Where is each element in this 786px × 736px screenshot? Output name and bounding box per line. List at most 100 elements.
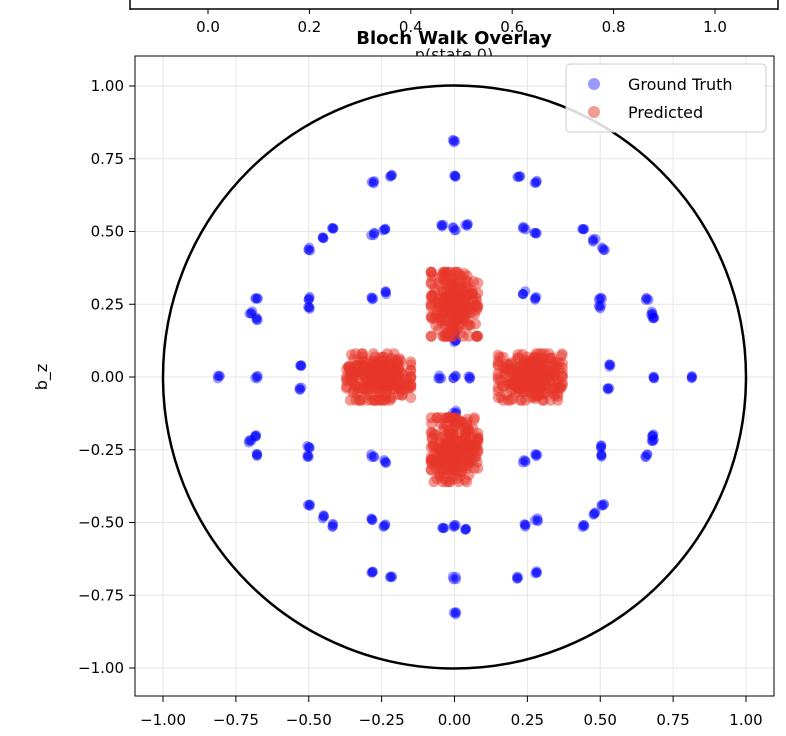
predicted-point [351,388,363,400]
ground-truth-point [648,372,659,383]
ground-truth-point [451,574,462,585]
ground-truth-point [251,315,262,326]
ground-truth-point [246,435,257,446]
ground-truth-point [588,234,599,245]
ground-truth-point [648,371,659,382]
ground-truth-point [459,524,470,535]
predicted-point [529,357,541,369]
ground-truth-point [450,571,461,582]
ground-truth-point [303,451,314,462]
ground-truth-point [318,510,329,521]
ground-truth-point [304,302,315,313]
ground-truth-point [366,452,377,463]
x-tick-label: −0.50 [286,711,332,729]
ground-truth-point [647,308,658,319]
ground-truth-point [596,500,607,511]
top-strip-tick-label: 0.4 [399,18,423,36]
ground-truth-point [604,361,615,372]
ground-truth-point [589,508,600,519]
ground-truth-point [380,458,391,469]
y-axis-label: b_z [32,364,52,391]
ground-truth-point [646,435,657,446]
ground-truth-point [252,450,263,461]
ground-truth-point [438,522,449,533]
ground-truth-point [463,371,474,382]
ground-truth-point [366,176,377,187]
ground-truth-point [251,371,262,382]
ground-truth-point [251,312,262,323]
ground-truth-point [296,382,307,393]
ground-truth-point [515,171,526,182]
ground-truth-point [603,384,614,395]
ground-truth-point [327,223,338,234]
ground-truth-point [596,451,607,462]
ground-truth-point [303,451,314,462]
ground-truth-point [250,293,261,304]
y-axis-ticks: 1.00 0.75 0.50 0.25 0.00 −0.25 −0.50 −0.75 −1.00 [78,77,135,677]
ground-truth-point [251,450,262,461]
ground-truth-point [604,359,615,370]
ground-truth-point [531,176,542,187]
ground-truth-point [647,436,658,447]
ground-truth-point [686,373,697,384]
ground-truth-point [648,434,659,445]
predicted-point [357,366,369,378]
ground-truth-point [379,521,390,532]
predicted-point [455,284,467,296]
ground-truth-point [449,170,460,181]
y-tick-label: 0.50 [91,223,124,241]
ground-truth-point [250,430,261,441]
predicted-point [458,451,470,463]
ground-truth-point [460,219,471,230]
predicted-point [442,442,454,454]
predicted-point [428,428,440,440]
ground-truth-point [448,137,459,148]
ground-truth-point [520,455,531,466]
ground-truth-point [368,177,379,188]
ground-truth-point [317,513,328,524]
top-strip-tick-label: 0.8 [602,18,626,36]
ground-truth-point [303,442,314,453]
ground-truth-point [368,293,379,304]
ground-truth-point [327,518,338,529]
legend[interactable]: Ground Truth Predicted [565,63,767,133]
ground-truth-point [519,222,530,233]
ground-truth-point [303,294,314,305]
predicted-point [370,394,382,406]
legend-ground-truth-marker [588,78,600,90]
ground-truth-point [450,519,461,530]
ground-truth-point [642,449,653,460]
ground-truth-point [317,232,328,243]
ground-truth-point [366,567,377,578]
ground-truth-point [368,178,379,189]
legend-predicted-label: Predicted [628,103,703,122]
ground-truth-point [520,224,531,235]
ground-truth-point [385,571,396,582]
predicted-point [501,389,513,401]
x-tick-label: 0.75 [656,711,689,729]
ground-truth-point [369,452,380,463]
predicted-point [460,424,472,436]
ground-truth-point [366,292,377,303]
ground-truth-point [327,521,338,532]
ground-truth-point [596,450,607,461]
ground-truth-point [599,244,610,255]
ground-truth-point [578,520,589,531]
predicted-point [395,355,407,367]
ground-truth-point [438,523,449,534]
ground-truth-point [252,293,263,304]
predicted-point [384,362,396,374]
ground-truth-point [367,567,378,578]
predicted-point [550,360,562,372]
ground-truth-point [593,294,604,305]
ground-truth-point [252,314,263,325]
legend-predicted-marker [588,106,600,118]
ground-truth-point [212,370,223,381]
ground-truth-point [214,371,225,382]
predicted-point [438,473,450,485]
predicted-point [461,476,473,488]
ground-truth-point [448,222,459,233]
ground-truth-point [640,294,651,305]
ground-truth-point [449,521,460,532]
